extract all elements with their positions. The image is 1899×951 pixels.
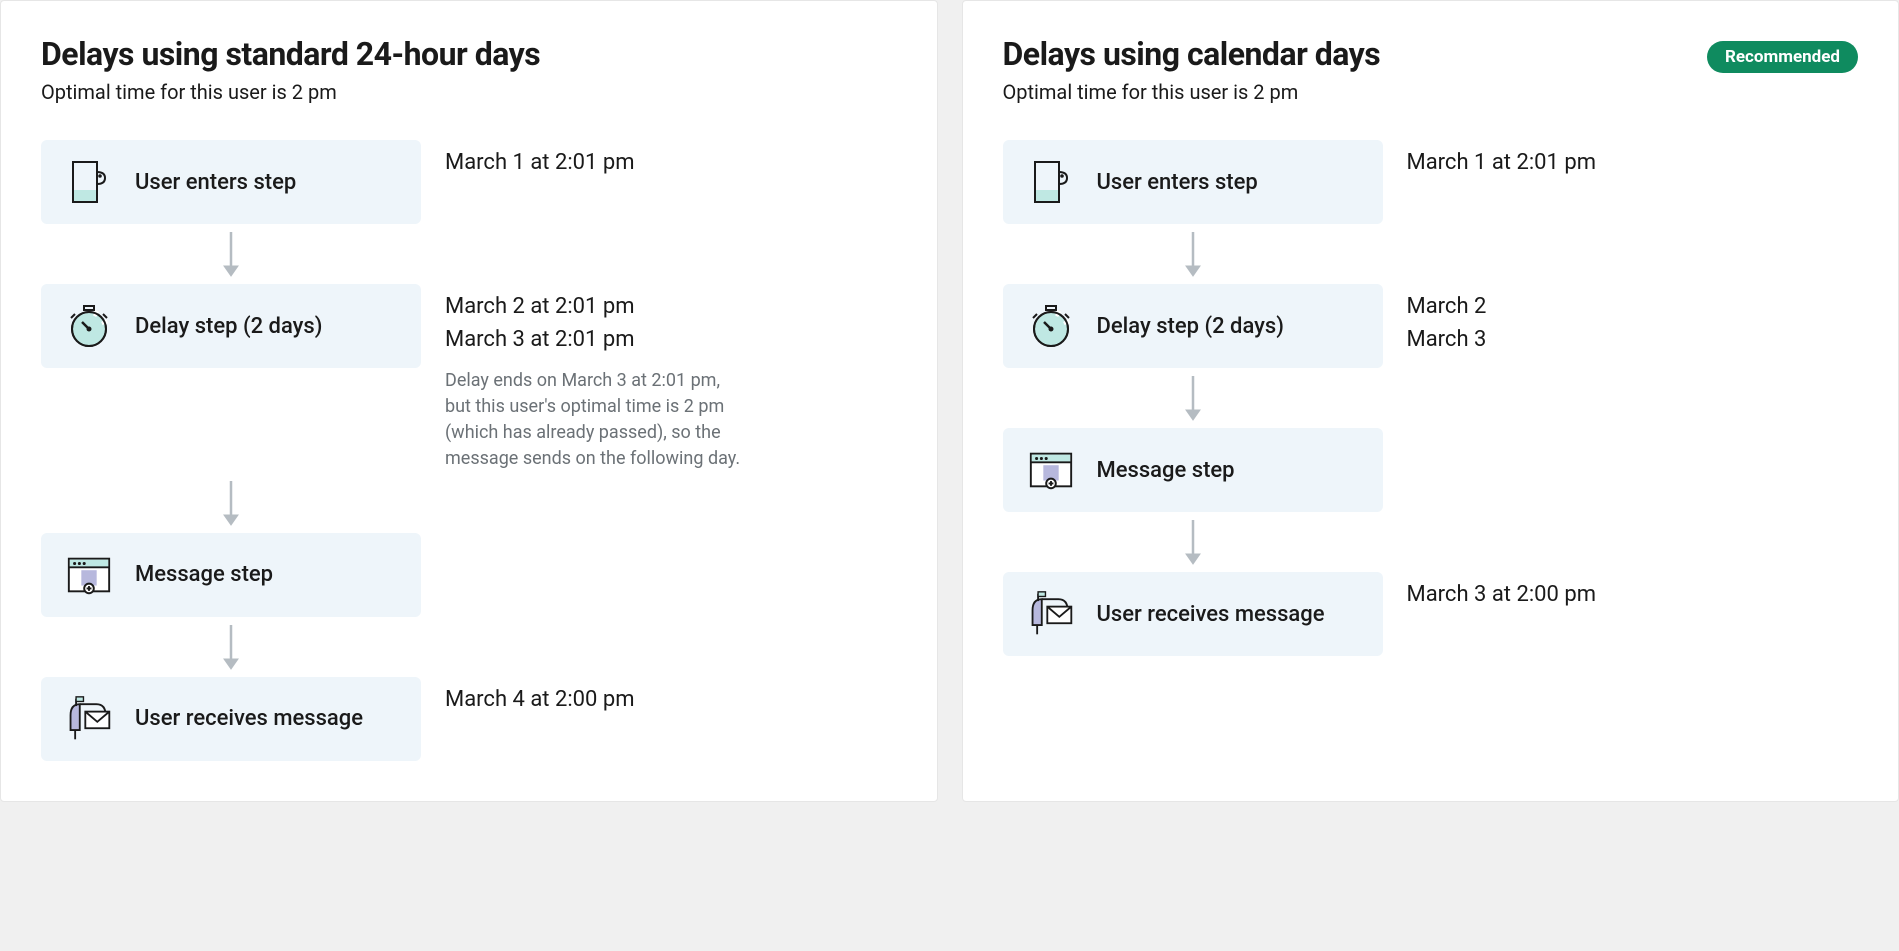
- step-user-enters: User enters step: [1003, 140, 1383, 224]
- step-label: Delay step (2 days): [1097, 314, 1284, 339]
- step-delay: Delay step (2 days): [41, 284, 421, 368]
- mailbox-icon: [1027, 590, 1075, 638]
- step-time: March 3: [1407, 323, 1859, 356]
- flow-arrow: [1003, 512, 1383, 572]
- step-time-col: March 1 at 2:01 pm: [1407, 140, 1859, 179]
- step-user-enters: User enters step: [41, 140, 421, 224]
- step-time: March 3 at 2:01 pm: [445, 323, 897, 356]
- panel-subtitle: Optimal time for this user is 2 pm: [1003, 80, 1381, 104]
- step-time-col: March 2 at 2:01 pm March 3 at 2:01 pm De…: [445, 284, 897, 472]
- flow-arrow: [41, 617, 421, 677]
- flow-arrow: [1003, 224, 1383, 284]
- flow-arrow: [1003, 368, 1383, 428]
- panel-subtitle: Optimal time for this user is 2 pm: [41, 80, 540, 104]
- flow-row: User enters step March 1 at 2:01 pm: [1003, 140, 1859, 224]
- step-label: Delay step (2 days): [135, 314, 322, 339]
- panel-calendar-days: Delays using calendar days Optimal time …: [962, 0, 1899, 802]
- flow-steps: User enters step March 1 at 2:01 pm: [41, 140, 897, 760]
- step-receives: User receives message: [41, 677, 421, 761]
- comparison-container: Delays using standard 24-hour days Optim…: [0, 0, 1899, 802]
- recommended-badge: Recommended: [1707, 41, 1858, 73]
- step-delay: Delay step (2 days): [1003, 284, 1383, 368]
- flow-row: Message step: [1003, 428, 1859, 512]
- flow-steps: User enters step March 1 at 2:01 pm: [1003, 140, 1859, 656]
- timer-icon: [65, 302, 113, 350]
- step-message: Message step: [1003, 428, 1383, 512]
- panel-header: Delays using calendar days Optimal time …: [1003, 37, 1859, 104]
- step-time-col: March 2 March 3: [1407, 284, 1859, 356]
- step-time: March 3 at 2:00 pm: [1407, 578, 1859, 611]
- step-time: March 2 at 2:01 pm: [445, 290, 897, 323]
- message-icon: [65, 551, 113, 599]
- step-label: User enters step: [135, 170, 296, 195]
- panel-standard-days: Delays using standard 24-hour days Optim…: [0, 0, 938, 802]
- timer-icon: [1027, 302, 1075, 350]
- step-label: User receives message: [135, 706, 363, 731]
- flow-row: User receives message March 4 at 2:00 pm: [41, 677, 897, 761]
- step-time-col: March 1 at 2:01 pm: [445, 140, 897, 179]
- step-label: Message step: [135, 562, 273, 587]
- step-message: Message step: [41, 533, 421, 617]
- panel-title: Delays using calendar days: [1003, 37, 1381, 72]
- step-time-col: March 4 at 2:00 pm: [445, 677, 897, 716]
- step-time: March 2: [1407, 290, 1859, 323]
- flow-row: User receives message March 3 at 2:00 pm: [1003, 572, 1859, 656]
- step-receives: User receives message: [1003, 572, 1383, 656]
- panel-title: Delays using standard 24-hour days: [41, 37, 540, 72]
- panel-header: Delays using standard 24-hour days Optim…: [41, 37, 897, 104]
- mailbox-icon: [65, 695, 113, 743]
- step-time-col: March 3 at 2:00 pm: [1407, 572, 1859, 611]
- step-time: March 1 at 2:01 pm: [445, 146, 897, 179]
- user-icon: [65, 158, 113, 206]
- step-label: User enters step: [1097, 170, 1258, 195]
- flow-row: Delay step (2 days) March 2 at 2:01 pm M…: [41, 284, 897, 472]
- step-note: Delay ends on March 3 at 2:01 pm, but th…: [445, 368, 745, 472]
- flow-arrow: [41, 224, 421, 284]
- user-icon: [1027, 158, 1075, 206]
- flow-arrow: [41, 473, 421, 533]
- step-time: March 1 at 2:01 pm: [1407, 146, 1859, 179]
- flow-row: Message step: [41, 533, 897, 617]
- message-icon: [1027, 446, 1075, 494]
- flow-row: User enters step March 1 at 2:01 pm: [41, 140, 897, 224]
- step-label: User receives message: [1097, 602, 1325, 627]
- step-time: March 4 at 2:00 pm: [445, 683, 897, 716]
- flow-row: Delay step (2 days) March 2 March 3: [1003, 284, 1859, 368]
- step-label: Message step: [1097, 458, 1235, 483]
